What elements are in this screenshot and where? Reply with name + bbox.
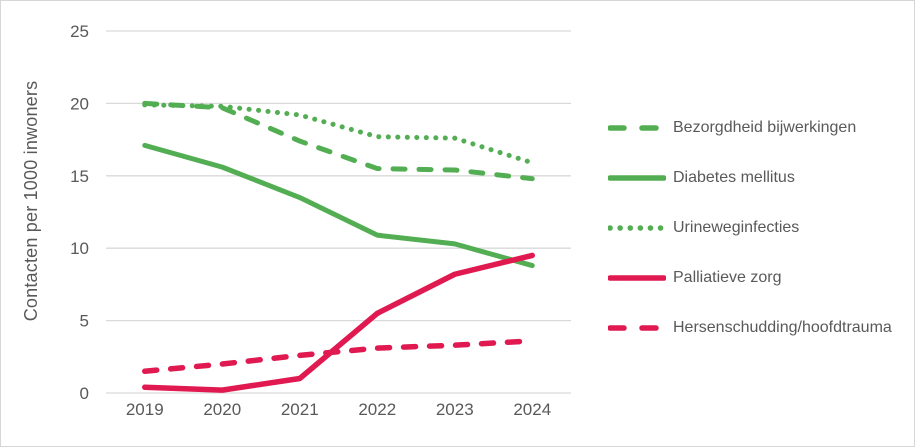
legend-label: Hersenschudding/hoofdtrauma — [673, 319, 892, 336]
series-line-2-dotted — [142, 102, 535, 166]
chart-legend: Bezorgdheid bijwerkingen Diabetes mellitu… — [608, 103, 892, 353]
series-line-4-dashed — [142, 338, 535, 375]
legend-line-sample-solid — [608, 275, 666, 281]
legend-item-1: Diabetes mellitus — [608, 153, 892, 203]
x-tick-label-2020: 2020 — [203, 400, 241, 419]
y-tick-label-15: 15 — [70, 167, 89, 186]
x-tick-label-2022: 2022 — [358, 400, 396, 419]
legend-label: Urineweginfecties — [673, 219, 800, 236]
x-tick-label-2021: 2021 — [281, 400, 319, 419]
y-tick-label-20: 20 — [70, 94, 89, 113]
x-tick-label-2023: 2023 — [436, 400, 474, 419]
legend-line-sample-dashed — [608, 325, 666, 331]
legend-line-sample-solid — [608, 175, 666, 181]
legend-line-sample-dotted — [608, 225, 666, 231]
legend-label: Bezorgdheid bijwerkingen — [673, 119, 857, 136]
series-line-0-dashed — [142, 100, 535, 182]
legend-item-0: Bezorgdheid bijwerkingen — [608, 103, 892, 153]
y-tick-label-10: 10 — [70, 239, 89, 258]
x-tick-label-2019: 2019 — [126, 400, 164, 419]
y-tick-label-25: 25 — [70, 22, 89, 41]
legend-label: Palliatieve zorg — [673, 269, 782, 286]
legend-line-sample-dashed — [608, 125, 666, 131]
y-axis-title: Contacten per 1000 inwoners — [21, 80, 41, 322]
x-tick-label-2024: 2024 — [513, 400, 551, 419]
legend-item-4: Hersenschudding/hoofdtrauma — [608, 303, 892, 353]
y-tick-label-5: 5 — [80, 312, 89, 331]
legend-label: Diabetes mellitus — [673, 169, 795, 186]
y-tick-label-0: 0 — [80, 384, 89, 403]
series-line-3-solid — [142, 252, 535, 393]
series-line-1-solid — [142, 142, 535, 269]
legend-item-3: Palliatieve zorg — [608, 253, 892, 303]
legend-item-2: Urineweginfecties — [608, 203, 892, 253]
